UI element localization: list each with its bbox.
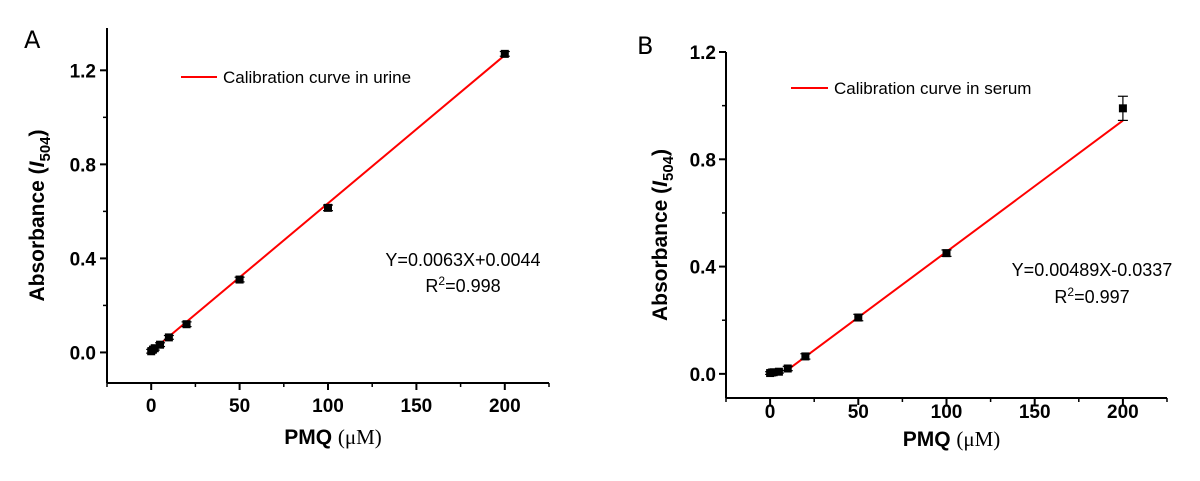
panel-b-data-point xyxy=(774,367,783,376)
panel-a-x-axis-title-name: PMQ xyxy=(284,426,338,449)
panel-b-x-tick-label: 150 xyxy=(1019,402,1051,423)
panel-a-letter: A xyxy=(24,26,41,54)
panel-b-r-squared-prefix: R xyxy=(1054,287,1067,307)
panel-a-y-tick-label: 1.2 xyxy=(70,61,96,82)
panel-b-equation: Y=0.00489X-0.0337 xyxy=(1012,260,1173,280)
panel-b-y-axis-title-sub: 504 xyxy=(660,155,677,181)
panel-b-legend-label: Calibration curve in serum xyxy=(834,79,1031,98)
panel-a-group: A 0 50 100 150 200 0.0 0.4 0.8 1.2 Calibration cur… xyxy=(24,26,550,449)
panel-a-r-squared-sup: 2 xyxy=(438,274,445,288)
panel-a-r-squared: R2=0.998 xyxy=(425,274,500,296)
panel-a-fit-line xyxy=(150,54,506,353)
panel-b-data-point xyxy=(854,313,863,322)
panel-b-x-axis-title-name: PMQ xyxy=(903,428,957,451)
panel-b-group: B 0 50 100 150 200 0.0 0.4 0.8 1.2 Calibration cur… xyxy=(637,32,1172,451)
panel-a-y-axis-title-close: ) xyxy=(26,129,49,136)
panel-b-data-point xyxy=(769,368,778,377)
panel-b-y-tick-label: 0.8 xyxy=(690,150,716,171)
panel-a-r-squared-prefix: R xyxy=(425,276,438,296)
panel-b-r-squared-value: =0.997 xyxy=(1074,287,1130,307)
panel-b-x-tick-label: 50 xyxy=(848,402,869,423)
panel-b-data-point xyxy=(1118,104,1127,113)
panel-a-data-point xyxy=(235,275,244,284)
panel-a-y-tick-label: 0.4 xyxy=(70,249,97,270)
panel-a-y-axis-title-var: I xyxy=(26,160,49,167)
panel-a-r-squared-value: =0.998 xyxy=(445,276,501,296)
panel-b-x-axis-title-unit: (μM) xyxy=(956,427,1000,451)
panel-b-y-axis-title-main: Absorbance ( xyxy=(649,187,672,321)
panel-a-y-axis-title-sub: 504 xyxy=(37,136,54,162)
panel-a-x-tick-label: 50 xyxy=(229,396,250,417)
panel-b-data-point xyxy=(801,352,810,361)
panel-a-equation: Y=0.0063X+0.0044 xyxy=(385,250,540,270)
panel-a-data-point xyxy=(164,333,173,342)
panel-a-data-point xyxy=(500,49,509,58)
panel-a-y-tick-label: 0.0 xyxy=(70,343,96,364)
panel-b-data-point xyxy=(783,364,792,373)
panel-a-y-axis-title-main: Absorbance ( xyxy=(26,167,49,301)
panel-a-x-tick-label: 150 xyxy=(401,396,433,417)
panel-a-x-axis-title-unit: (μM) xyxy=(338,425,382,449)
panel-b-x-tick-label: 0 xyxy=(765,402,776,423)
panel-b-y-tick-label: 0.0 xyxy=(690,365,716,386)
panel-b-fit-line xyxy=(787,119,1124,371)
panel-b-x-axis-title: PMQ (μM) xyxy=(903,427,1001,451)
panel-b-y-axis-title: Absorbance (I504) xyxy=(649,149,677,321)
panel-a-x-axis-title: PMQ (μM) xyxy=(284,425,382,449)
panel-b-x-tick-label: 100 xyxy=(931,402,963,423)
panel-a-y-axis-title: Absorbance (I504) xyxy=(26,129,54,301)
panel-b-y-tick-label: 0.4 xyxy=(690,258,717,279)
panel-b-r-squared: R2=0.997 xyxy=(1054,285,1129,307)
panel-a-x-tick-label: 100 xyxy=(312,396,344,417)
panel-a-legend-label: Calibration curve in urine xyxy=(223,68,411,87)
panel-b-y-axis-title-close: ) xyxy=(649,149,672,156)
panel-b-y-tick-label: 1.2 xyxy=(690,43,716,64)
panel-a-y-tick-label: 0.8 xyxy=(70,155,96,176)
panel-a-data-point xyxy=(182,320,191,329)
panel-b-x-tick-label: 200 xyxy=(1107,402,1139,423)
panel-b-r-squared-sup: 2 xyxy=(1067,285,1074,299)
panel-a-data-point xyxy=(150,344,159,353)
panel-a-data-point xyxy=(324,203,332,212)
panel-a-x-tick-label: 0 xyxy=(146,396,157,417)
panel-a-data-point xyxy=(156,340,165,349)
panel-b-data-point xyxy=(942,249,951,258)
panel-b-y-axis-title-var: I xyxy=(649,180,672,187)
panel-a-x-tick-label: 200 xyxy=(489,396,521,417)
panel-b-letter: B xyxy=(637,32,653,60)
